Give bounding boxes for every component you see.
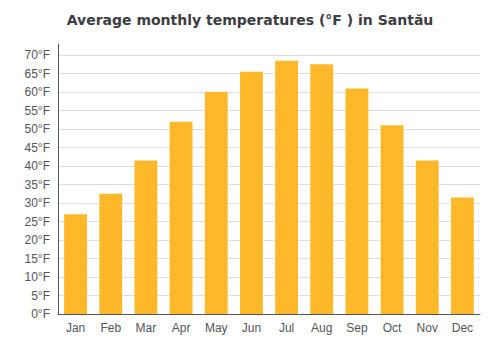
- svg-text:50°F: 50°F: [25, 122, 50, 136]
- svg-text:Nov: Nov: [417, 321, 438, 335]
- svg-text:Oct: Oct: [383, 321, 402, 335]
- svg-text:Aug: Aug: [311, 321, 332, 335]
- svg-text:Sep: Sep: [346, 321, 368, 335]
- svg-text:35°F: 35°F: [25, 178, 50, 192]
- svg-text:40°F: 40°F: [25, 159, 50, 173]
- svg-text:Jan: Jan: [66, 321, 85, 335]
- svg-text:Mar: Mar: [136, 321, 157, 335]
- svg-text:May: May: [205, 321, 228, 335]
- svg-text:70°F: 70°F: [25, 48, 50, 62]
- svg-text:Average monthly temperatures (: Average monthly temperatures (°F ) in Sa…: [67, 12, 434, 28]
- svg-text:55°F: 55°F: [25, 104, 50, 118]
- svg-text:0°F: 0°F: [31, 307, 50, 321]
- svg-text:Feb: Feb: [100, 321, 121, 335]
- svg-text:25°F: 25°F: [25, 215, 50, 229]
- svg-text:30°F: 30°F: [25, 196, 50, 210]
- svg-text:5°F: 5°F: [31, 289, 50, 303]
- svg-text:Apr: Apr: [172, 321, 191, 335]
- svg-text:20°F: 20°F: [25, 233, 50, 247]
- svg-text:45°F: 45°F: [25, 141, 50, 155]
- svg-text:Jun: Jun: [242, 321, 261, 335]
- svg-text:Dec: Dec: [452, 321, 473, 335]
- svg-text:10°F: 10°F: [25, 270, 50, 284]
- svg-text:60°F: 60°F: [25, 85, 50, 99]
- svg-text:15°F: 15°F: [25, 252, 50, 266]
- svg-text:65°F: 65°F: [25, 67, 50, 81]
- svg-text:Jul: Jul: [279, 321, 294, 335]
